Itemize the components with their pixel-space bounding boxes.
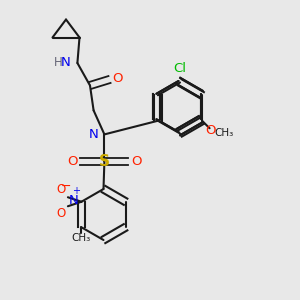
Text: O: O (57, 207, 66, 220)
Text: H: H (54, 56, 63, 70)
Text: CH₃: CH₃ (72, 233, 91, 243)
Text: O: O (131, 155, 142, 168)
Text: S: S (99, 154, 110, 169)
Text: O: O (205, 124, 216, 137)
Text: O: O (67, 155, 77, 168)
Text: Cl: Cl (173, 62, 187, 75)
Text: −: − (60, 180, 71, 193)
Text: N: N (69, 194, 78, 207)
Text: O: O (112, 71, 123, 85)
Text: O: O (57, 183, 66, 196)
Text: CH₃: CH₃ (214, 128, 233, 138)
Text: +: + (72, 186, 80, 197)
Text: N: N (89, 128, 99, 141)
Text: N: N (61, 56, 71, 70)
